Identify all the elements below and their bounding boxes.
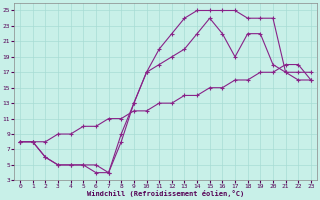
- X-axis label: Windchill (Refroidissement éolien,°C): Windchill (Refroidissement éolien,°C): [87, 190, 244, 197]
